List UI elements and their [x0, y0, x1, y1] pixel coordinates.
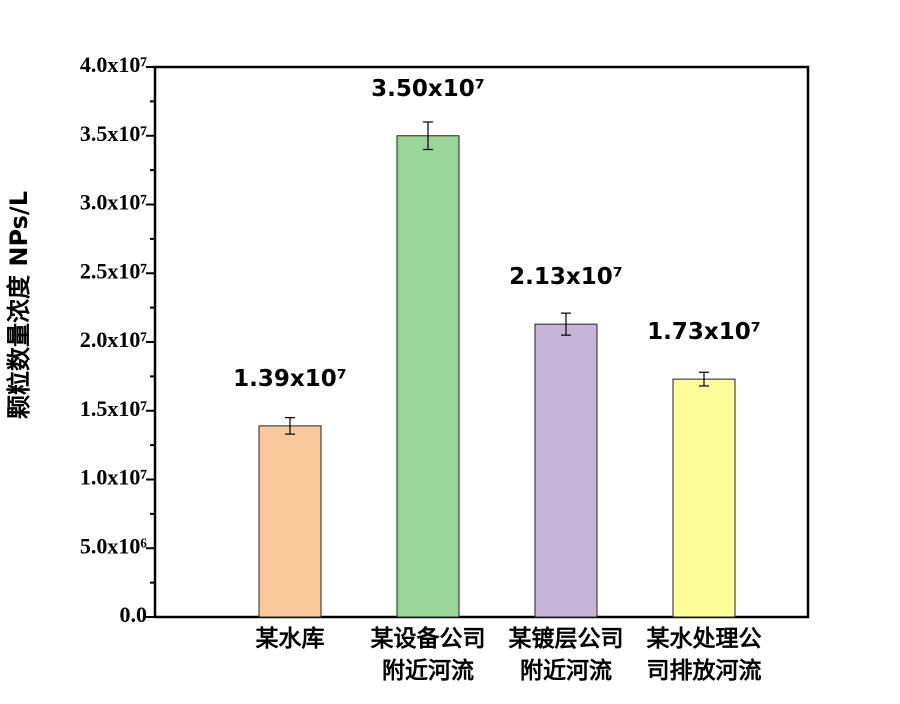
y-tick-label: 3.0x10⁷	[80, 190, 148, 215]
bar	[258, 425, 322, 618]
x-tick-label: 某设备公司	[371, 625, 486, 652]
x-tick-label: 司排放河流	[647, 657, 762, 684]
y-tick-label: 4.0x10⁷	[80, 52, 148, 77]
y-tick-label: 0.0	[120, 602, 148, 627]
y-tick-label: 2.0x10⁷	[80, 327, 148, 352]
y-tick-label: 5.0x10⁶	[80, 533, 148, 558]
value-label: 3.50x10⁷	[371, 76, 485, 102]
bar	[534, 323, 598, 618]
y-tick-label: 2.5x10⁷	[80, 258, 148, 283]
y-tick-label: 3.5x10⁷	[80, 121, 148, 146]
bar	[672, 378, 736, 618]
value-label: 1.39x10⁷	[233, 366, 347, 392]
y-axis-label: 颗粒数量浓度 NPs/L	[5, 191, 33, 419]
x-tick-label: 附近河流	[382, 657, 474, 684]
value-label: 2.13x10⁷	[509, 264, 623, 290]
y-tick-label: 1.0x10⁷	[80, 465, 148, 490]
x-tick-label: 某水库	[256, 625, 325, 652]
x-tick-label: 某水处理公	[647, 625, 762, 652]
bar	[396, 135, 460, 618]
x-tick-label: 附近河流	[520, 657, 612, 684]
x-tick-label: 某镀层公司	[509, 625, 624, 652]
value-label: 1.73x10⁷	[647, 319, 761, 345]
y-tick-label: 1.5x10⁷	[80, 396, 148, 421]
